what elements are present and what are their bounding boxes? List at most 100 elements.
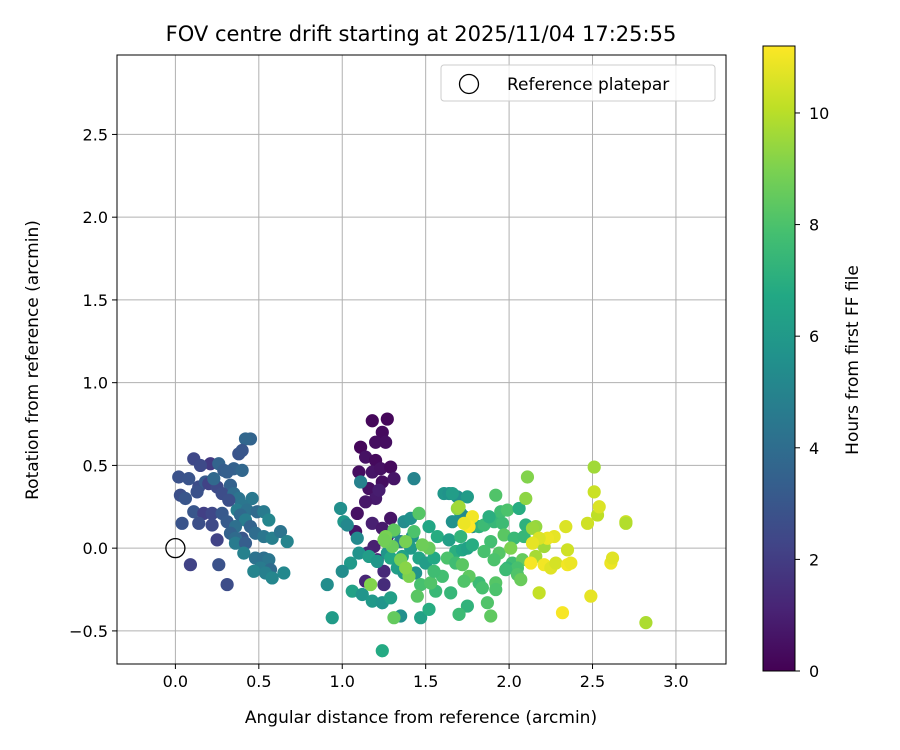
x-tick-label: 2.0: [496, 672, 521, 691]
x-tick-label: 3.0: [663, 672, 688, 691]
colorbar-ticks: 0 2 4 6 8 10: [795, 104, 829, 681]
data-point: [384, 511, 398, 525]
data-point: [422, 602, 436, 616]
data-point: [520, 470, 535, 484]
data-point: [639, 616, 653, 630]
data-point: [414, 611, 428, 625]
colorbar-label: Hours from first FF file: [843, 265, 863, 455]
data-point: [484, 534, 498, 549]
y-tick-label: −0.5: [69, 622, 108, 641]
data-point: [524, 556, 538, 570]
grid-lines: [117, 55, 726, 664]
data-point: [427, 564, 441, 578]
data-point: [237, 546, 251, 560]
data-point: [525, 536, 540, 550]
legend-marker-reference: [458, 73, 480, 95]
data-point: [442, 533, 456, 547]
data-point: [427, 551, 441, 565]
data-point: [412, 506, 426, 521]
data-point: [480, 596, 495, 610]
data-point: [235, 443, 249, 458]
data-point: [407, 472, 421, 486]
colorbar-tick-label: 8: [809, 216, 819, 235]
x-axis-ticks: 0.0 0.5 1.0 1.5 2.0 2.5 3.0: [163, 664, 689, 691]
data-point: [489, 488, 503, 502]
data-point: [452, 607, 466, 621]
data-point: [205, 506, 219, 521]
data-point: [220, 465, 234, 479]
legend-label-reference: Reference platepar: [507, 75, 669, 95]
data-point: [384, 591, 398, 605]
data-point: [410, 589, 424, 603]
data-point: [560, 543, 575, 557]
y-axis-label: Rotation from reference (arcmin): [23, 220, 43, 500]
data-point: [507, 531, 521, 545]
data-point: [384, 551, 398, 565]
data-point: [192, 516, 206, 530]
data-point: [580, 516, 595, 530]
colorbar-gradient: [762, 45, 796, 672]
data-point: [487, 553, 501, 567]
data-point: [587, 485, 601, 499]
data-point: [512, 501, 526, 516]
data-point: [277, 566, 291, 580]
data-point: [187, 505, 201, 519]
data-point: [500, 503, 515, 517]
data-point: [375, 425, 389, 439]
data-point: [605, 551, 620, 565]
data-point: [444, 586, 458, 600]
data-point: [235, 463, 249, 477]
data-point: [369, 435, 383, 449]
data-point: [190, 485, 204, 499]
data-point: [220, 577, 234, 592]
y-tick-label: 2.0: [83, 208, 108, 227]
colorbar: 0 2 4 6 8 10 Hours from first FF file: [762, 45, 863, 681]
data-point: [364, 577, 378, 592]
data-point: [320, 577, 334, 592]
data-point: [454, 529, 468, 544]
legend: Reference platepar: [440, 64, 716, 102]
data-point: [445, 515, 459, 529]
data-point: [352, 546, 366, 560]
data-point: [532, 586, 546, 600]
data-point: [365, 594, 379, 608]
data-point: [414, 577, 428, 592]
data-point: [172, 470, 186, 484]
plot-frame: [116, 54, 727, 665]
data-point: [415, 538, 429, 552]
data-point: [193, 458, 208, 473]
data-point: [377, 577, 391, 592]
reference-marker: [165, 538, 186, 559]
y-tick-label: 0.0: [83, 539, 108, 558]
data-point: [387, 472, 401, 486]
x-tick-label: 1.5: [413, 672, 438, 691]
data-point: [350, 531, 364, 545]
colorbar-tick-label: 6: [809, 327, 819, 346]
data-point: [350, 506, 364, 521]
data-point: [375, 644, 389, 658]
data-point: [587, 460, 601, 474]
x-axis-label: Angular distance from reference (arcmin): [245, 708, 597, 728]
data-point: [555, 606, 570, 620]
data-point: [359, 450, 373, 464]
x-tick-label: 0.5: [246, 672, 271, 691]
data-point: [384, 460, 398, 474]
data-point: [387, 611, 401, 625]
data-point: [325, 611, 339, 625]
data-point: [335, 564, 349, 578]
data-point: [374, 462, 388, 476]
data-point: [175, 516, 189, 530]
data-point: [245, 491, 259, 506]
y-tick-label: 0.5: [83, 456, 108, 475]
data-point: [343, 556, 358, 570]
data-point: [489, 582, 503, 597]
data-point: [584, 589, 598, 603]
colorbar-tick-label: 2: [809, 550, 819, 569]
data-point: [273, 525, 288, 539]
data-point: [345, 584, 359, 598]
data-point: [422, 520, 436, 534]
data-point: [457, 574, 471, 588]
data-point: [205, 518, 219, 532]
data-point: [475, 581, 489, 595]
